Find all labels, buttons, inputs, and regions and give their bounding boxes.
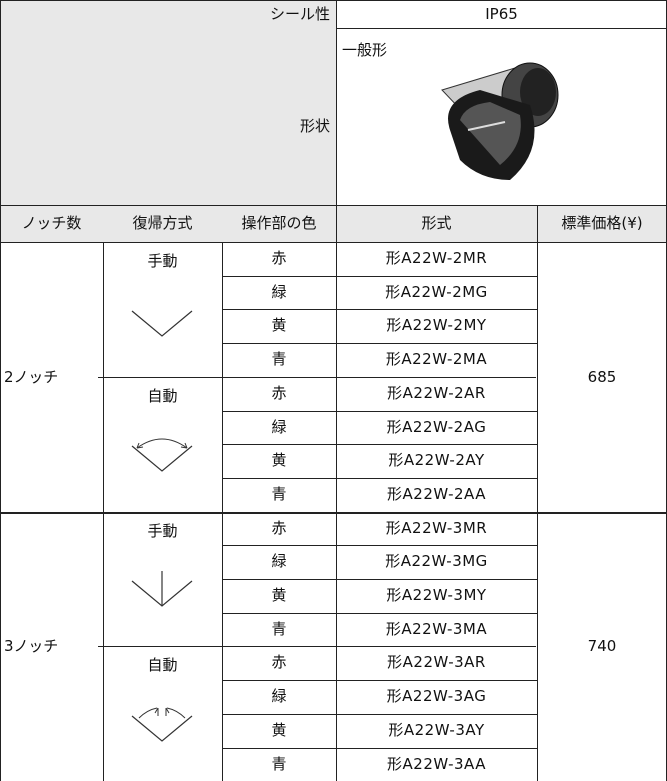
color-cell: 黄 [271,451,287,470]
return-diagram [131,438,193,472]
notch-label: 3ノッチ [4,637,59,656]
color-cell: 青 [271,619,287,638]
rule [537,205,538,242]
rule [336,28,667,29]
model-cell: 形A22W-3AY [388,720,485,739]
rule [222,680,537,682]
seal-label: シール性 [269,5,330,23]
model-cell: 形A22W-2AA [387,484,486,503]
header-bg [0,205,667,242]
color-cell: 青 [271,754,287,773]
column-header: 形式 [421,214,452,232]
model-cell: 形A22W-3MG [385,552,488,571]
rule [222,343,537,345]
return-label: 手動 [147,521,178,540]
rule [222,477,537,479]
return-label: 手動 [147,252,178,270]
model-cell: 形A22W-2AY [388,451,485,470]
color-cell: 赤 [271,383,287,402]
model-cell: 形A22W-3MA [385,619,488,638]
price: 740 [587,637,617,656]
return-diagram [131,571,193,607]
rule [336,242,337,781]
return-label: 自動 [147,656,178,675]
price: 685 [587,367,617,386]
color-cell: 赤 [271,249,287,267]
color-cell: 緑 [271,417,287,436]
model-cell: 形A22W-2AG [386,417,487,436]
color-cell: 青 [271,350,287,369]
color-cell: 緑 [271,687,287,706]
rule [222,612,537,614]
color-cell: 黄 [271,720,287,739]
rule [98,646,536,648]
rule [222,309,537,311]
rule [98,376,536,378]
rule [0,0,667,1]
column-header: ノッチ数 [21,214,82,232]
return-diagram [131,310,193,338]
column-header: 標準価格(¥) [561,214,643,232]
rule [222,545,537,547]
switch-image [441,62,559,180]
rule [222,275,537,277]
color-cell: 青 [271,484,287,503]
model-cell: 形A22W-2MG [385,282,488,301]
model-cell: 形A22W-3MR [385,518,488,537]
rule [222,444,537,446]
column-header: 復帰方式 [132,214,193,232]
rule [222,579,537,580]
rule [336,0,337,242]
column-header: 操作部の色 [241,214,317,232]
rule [0,205,667,206]
model-cell: 形A22W-2MY [386,316,487,335]
model-cell: 形A22W-3AA [387,754,486,773]
model-cell: 形A22W-3MY [386,586,487,604]
color-cell: 緑 [271,282,287,301]
shape-label: 形状 [299,117,330,135]
model-cell: 形A22W-3AR [387,653,486,672]
color-cell: 赤 [271,653,287,672]
model-cell: 形A22W-2MA [385,350,488,369]
header-bg [0,0,336,205]
return-label: 自動 [147,386,178,405]
return-diagram [131,707,193,742]
color-cell: 緑 [271,552,287,571]
rule [222,242,223,781]
rule [537,242,538,781]
rule [222,713,537,715]
rule [0,242,667,243]
rule [222,747,537,749]
color-cell: 黄 [271,586,287,604]
color-cell: 赤 [271,518,287,537]
seal-value: IP65 [485,5,518,23]
shape-type: 一般形 [342,41,388,59]
rule [0,511,667,514]
notch-label: 2ノッチ [4,367,59,386]
rule [103,242,104,781]
color-cell: 黄 [271,316,287,335]
model-cell: 形A22W-3AG [386,687,487,706]
model-cell: 形A22W-2AR [387,383,486,402]
rule [0,0,1,781]
model-cell: 形A22W-2MR [385,249,488,267]
rule [222,410,537,412]
